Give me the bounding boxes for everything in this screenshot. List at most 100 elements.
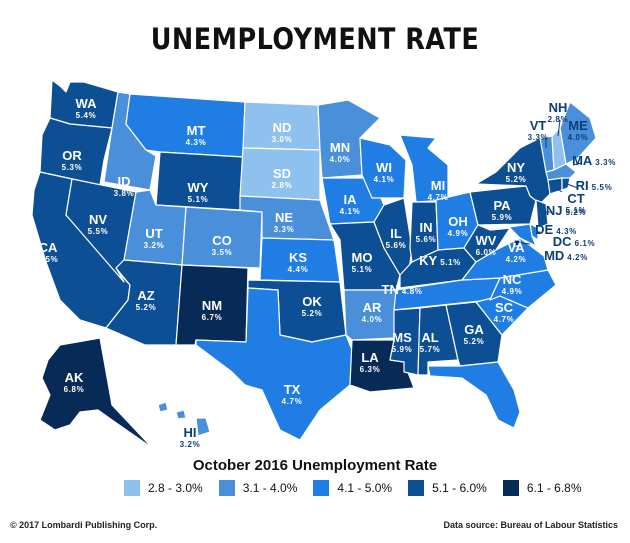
state-abbr-OR: OR <box>62 148 82 163</box>
state-rate-IA: 4.1% <box>340 207 361 216</box>
state-rate-WA: 5.4% <box>76 111 97 120</box>
state-rate-AR: 4.0% <box>362 315 383 324</box>
map-title: UNEMPLOYMENT RATE <box>150 22 480 56</box>
legend-label: 5.1 - 6.0% <box>432 481 487 495</box>
state-abbr-WI: WI <box>376 160 392 175</box>
state-abbr-MS: MS <box>392 330 412 345</box>
state-FL[interactable] <box>427 361 521 429</box>
state-abbr-AL: AL <box>421 330 438 345</box>
state-abbr-IL: IL <box>390 226 402 241</box>
legend-item: 5.1 - 6.0% <box>408 480 487 496</box>
state-abbr-NC: NC <box>503 272 522 287</box>
state-MI[interactable] <box>399 134 449 203</box>
legend-swatch <box>124 480 140 496</box>
state-rate-NM: 6.7% <box>202 313 223 322</box>
state-rate-ME: 4.0% <box>568 133 589 142</box>
legend: 2.8 - 3.0% 3.1 - 4.0% 4.1 - 5.0% 5.1 - 6… <box>124 480 582 496</box>
state-rate-KS: 4.4% <box>288 265 309 274</box>
legend-title: October 2016 Unemployment Rate <box>192 457 438 474</box>
legend-item: 4.1 - 5.0% <box>313 480 392 496</box>
state-abbr-MT: MT <box>187 123 206 138</box>
state-rate-ID: 3.8% <box>114 189 135 198</box>
state-rate-IN: 5.6% <box>416 235 437 244</box>
state-rate-MI: 4.7% <box>428 193 449 202</box>
state-rate-AZ: 5.2% <box>136 303 157 312</box>
state-rate-ND: 3.0% <box>272 135 293 144</box>
state-abbr-AZ: AZ <box>137 288 154 303</box>
state-shapes <box>31 79 597 449</box>
state-rate-VA: 4.2% <box>506 255 527 264</box>
state-AK[interactable] <box>39 337 153 449</box>
state-rate-LA: 6.3% <box>360 365 381 374</box>
state-abbr-SD: SD <box>273 166 291 181</box>
state-AR[interactable] <box>343 289 397 341</box>
state-rate-OR: 5.3% <box>62 163 83 172</box>
state-RI[interactable] <box>561 177 571 191</box>
state-NJ[interactable] <box>535 199 549 229</box>
state-rate-WI: 4.1% <box>374 175 395 184</box>
state-rate-NY: 5.2% <box>506 175 527 184</box>
state-abbr-WV: WV <box>476 233 497 248</box>
state-rate-MO: 5.1% <box>352 265 373 274</box>
state-label-DC: DC 6.1% <box>553 234 595 249</box>
state-rate-VT: 3.3% <box>528 133 549 142</box>
state-rate-NC: 4.9% <box>502 287 523 296</box>
state-abbr-MO: MO <box>352 250 373 265</box>
state-rate-AL: 5.7% <box>420 345 441 354</box>
state-CT[interactable] <box>547 177 563 195</box>
state-abbr-UT: UT <box>145 226 162 241</box>
legend-label: 3.1 - 4.0% <box>242 481 298 495</box>
legend-swatch <box>408 480 425 496</box>
state-MD[interactable] <box>489 223 537 247</box>
state-TX[interactable] <box>195 287 353 441</box>
state-rate-NE: 3.3% <box>274 225 295 234</box>
state-DC[interactable] <box>513 239 521 247</box>
state-rate-NV: 5.5% <box>88 227 109 236</box>
legend-swatch <box>218 480 235 496</box>
legend-label: 6.1 - 6.8% <box>526 481 582 495</box>
state-abbr-CT: CT <box>567 191 584 206</box>
state-abbr-IN: IN <box>420 220 433 235</box>
state-abbr-CO: CO <box>212 233 232 248</box>
state-label-KY: KY 5.1% <box>419 253 461 268</box>
state-abbr-MN: MN <box>330 140 350 155</box>
state-rate-MS: 5.9% <box>392 345 413 354</box>
state-rate-OK: 5.2% <box>302 309 323 318</box>
state-abbr-AR: AR <box>363 300 382 315</box>
state-abbr-NY: NY <box>507 160 525 175</box>
state-rate-WV: 6.0% <box>476 248 497 257</box>
state-rate-TX: 4.7% <box>282 397 303 406</box>
state-rate-HI: 3.2% <box>180 440 201 449</box>
legend-swatch <box>502 480 519 496</box>
legend-item: 6.1 - 6.8% <box>502 480 582 496</box>
state-label-MD: MD 4.2% <box>544 248 588 263</box>
state-label-RI: RI 5.5% <box>576 178 613 193</box>
legend-item: 2.8 - 3.0% <box>124 480 203 496</box>
data-source: Data source: Bureau of Labour Statistics <box>443 520 618 530</box>
state-rate-CA: 5.5% <box>38 255 59 264</box>
state-abbr-ND: ND <box>273 120 292 135</box>
state-rate-CT: 5.1% <box>566 206 587 215</box>
state-label-NJ: NJ 5.2% <box>546 203 586 218</box>
state-abbr-NV: NV <box>89 212 107 227</box>
legend-label: 2.8 - 3.0% <box>148 481 203 495</box>
state-abbr-TX: TX <box>284 382 301 397</box>
state-OR[interactable] <box>39 117 113 186</box>
state-abbr-KS: KS <box>289 250 307 265</box>
state-abbr-IA: IA <box>344 192 358 207</box>
state-rate-IL: 5.6% <box>386 241 407 250</box>
state-abbr-FL: FL <box>476 394 492 409</box>
state-PA[interactable] <box>469 185 537 226</box>
state-MT[interactable] <box>125 93 246 158</box>
state-rate-CO: 3.5% <box>212 248 233 257</box>
state-rate-FL: 4.8% <box>474 409 495 418</box>
copyright-credit: © 2017 Lombardi Publishing Corp. <box>10 520 158 530</box>
state-rate-MN: 4.0% <box>330 155 351 164</box>
state-labels: WA5.4%OR5.3%CA5.5%NV5.5%ID3.8%MT4.3%WY5.… <box>38 96 616 449</box>
state-abbr-WA: WA <box>76 96 98 111</box>
state-abbr-GA: GA <box>464 322 484 337</box>
state-HI[interactable] <box>157 401 211 437</box>
state-abbr-LA: LA <box>361 350 379 365</box>
state-abbr-VA: VA <box>507 240 525 255</box>
